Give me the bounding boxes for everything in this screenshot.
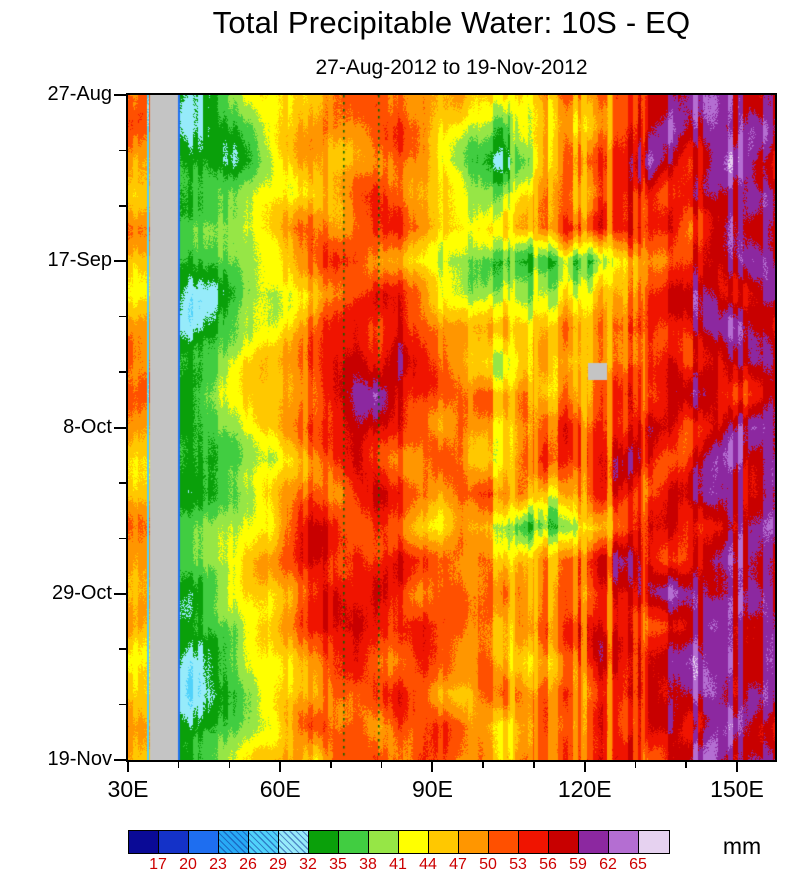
y-major-tick bbox=[114, 759, 126, 761]
colorbar-box bbox=[369, 831, 399, 853]
y-major-tick bbox=[114, 592, 126, 595]
x-minor-tick bbox=[380, 762, 383, 768]
y-minor-tick bbox=[119, 315, 126, 318]
y-major-tick bbox=[114, 426, 126, 429]
x-major-tick bbox=[431, 762, 434, 772]
chart-title: Total Precipitable Water: 10S - EQ bbox=[212, 5, 691, 40]
colorbar-boundary-label: 29 bbox=[269, 856, 287, 872]
x-minor-tick bbox=[533, 762, 535, 768]
plot-frame bbox=[126, 93, 777, 762]
x-minor-tick bbox=[177, 762, 180, 768]
colorbar-boundary-label: 41 bbox=[389, 856, 407, 872]
y-minor-tick bbox=[119, 703, 126, 706]
colorbar-boundary-label: 47 bbox=[449, 856, 467, 872]
colorbar-boundary-label: 23 bbox=[209, 856, 227, 872]
colorbar-box bbox=[549, 831, 579, 853]
colorbar-boundary-label: 62 bbox=[599, 856, 617, 872]
colorbar-box bbox=[429, 831, 459, 853]
colorbar-box bbox=[459, 831, 489, 853]
y-tick-label: 19-Nov bbox=[47, 748, 112, 770]
y-major-tick bbox=[114, 260, 126, 263]
x-major-tick bbox=[583, 762, 586, 772]
y-minor-tick bbox=[119, 648, 126, 650]
colorbar-boundary-label: 65 bbox=[629, 856, 647, 872]
units-label: mm bbox=[722, 833, 762, 859]
colorbar bbox=[128, 830, 670, 854]
y-tick-label: 8-Oct bbox=[63, 415, 112, 438]
y-minor-tick bbox=[119, 482, 126, 484]
colorbar-boundary-label: 50 bbox=[479, 856, 497, 872]
x-minor-tick bbox=[634, 762, 637, 768]
x-tick-label: 150E bbox=[710, 776, 764, 802]
y-minor-tick bbox=[119, 371, 126, 373]
colorbar-box bbox=[189, 831, 219, 853]
colorbar-box bbox=[309, 831, 339, 853]
colorbar-boundary-label: 56 bbox=[539, 856, 557, 872]
colorbar-box bbox=[579, 831, 609, 853]
x-tick-label: 120E bbox=[557, 776, 612, 802]
colorbar-box bbox=[489, 831, 519, 853]
colorbar-boundary-label: 38 bbox=[359, 856, 377, 872]
y-tick-label: 17-Sep bbox=[47, 249, 113, 272]
x-major-tick bbox=[279, 762, 282, 772]
x-minor-tick bbox=[482, 762, 484, 768]
colorbar-boundary-label: 53 bbox=[509, 856, 527, 872]
x-minor-tick bbox=[330, 762, 332, 768]
colorbar-box bbox=[399, 831, 429, 853]
colorbar-boundary-label: 26 bbox=[239, 856, 257, 872]
colorbar-boundary-label: 44 bbox=[419, 856, 437, 872]
x-minor-tick bbox=[228, 762, 231, 768]
colorbar-box bbox=[339, 831, 369, 853]
y-minor-tick bbox=[119, 205, 126, 207]
x-minor-tick bbox=[685, 762, 687, 768]
colorbar-boundary-label: 35 bbox=[329, 856, 347, 872]
chart-subtitle: 27-Aug-2012 to 19-Nov-2012 bbox=[315, 56, 588, 79]
x-major-tick bbox=[735, 762, 738, 772]
field-canvas bbox=[128, 95, 775, 760]
y-major-tick bbox=[114, 94, 126, 96]
colorbar-box bbox=[519, 831, 549, 853]
y-minor-tick bbox=[119, 149, 126, 152]
x-tick-label: 90E bbox=[412, 776, 453, 802]
y-minor-tick bbox=[119, 537, 126, 540]
colorbar-box bbox=[639, 831, 669, 853]
colorbar-boundary-label: 32 bbox=[299, 856, 317, 872]
colorbar-box bbox=[129, 831, 159, 853]
x-tick-label: 30E bbox=[107, 776, 149, 802]
x-major-tick bbox=[127, 762, 129, 772]
colorbar-box bbox=[279, 831, 309, 853]
colorbar-box bbox=[219, 831, 249, 853]
colorbar-box bbox=[249, 831, 279, 853]
x-tick-label: 60E bbox=[259, 776, 301, 802]
colorbar-box bbox=[159, 831, 189, 853]
colorbar-boundary-label: 17 bbox=[149, 856, 167, 872]
colorbar-boundary-label: 20 bbox=[179, 856, 197, 872]
y-tick-label: 27-Aug bbox=[47, 83, 113, 105]
y-tick-label: 29-Oct bbox=[51, 581, 112, 604]
colorbar-boundary-label: 59 bbox=[569, 856, 587, 872]
colorbar-box bbox=[609, 831, 639, 853]
